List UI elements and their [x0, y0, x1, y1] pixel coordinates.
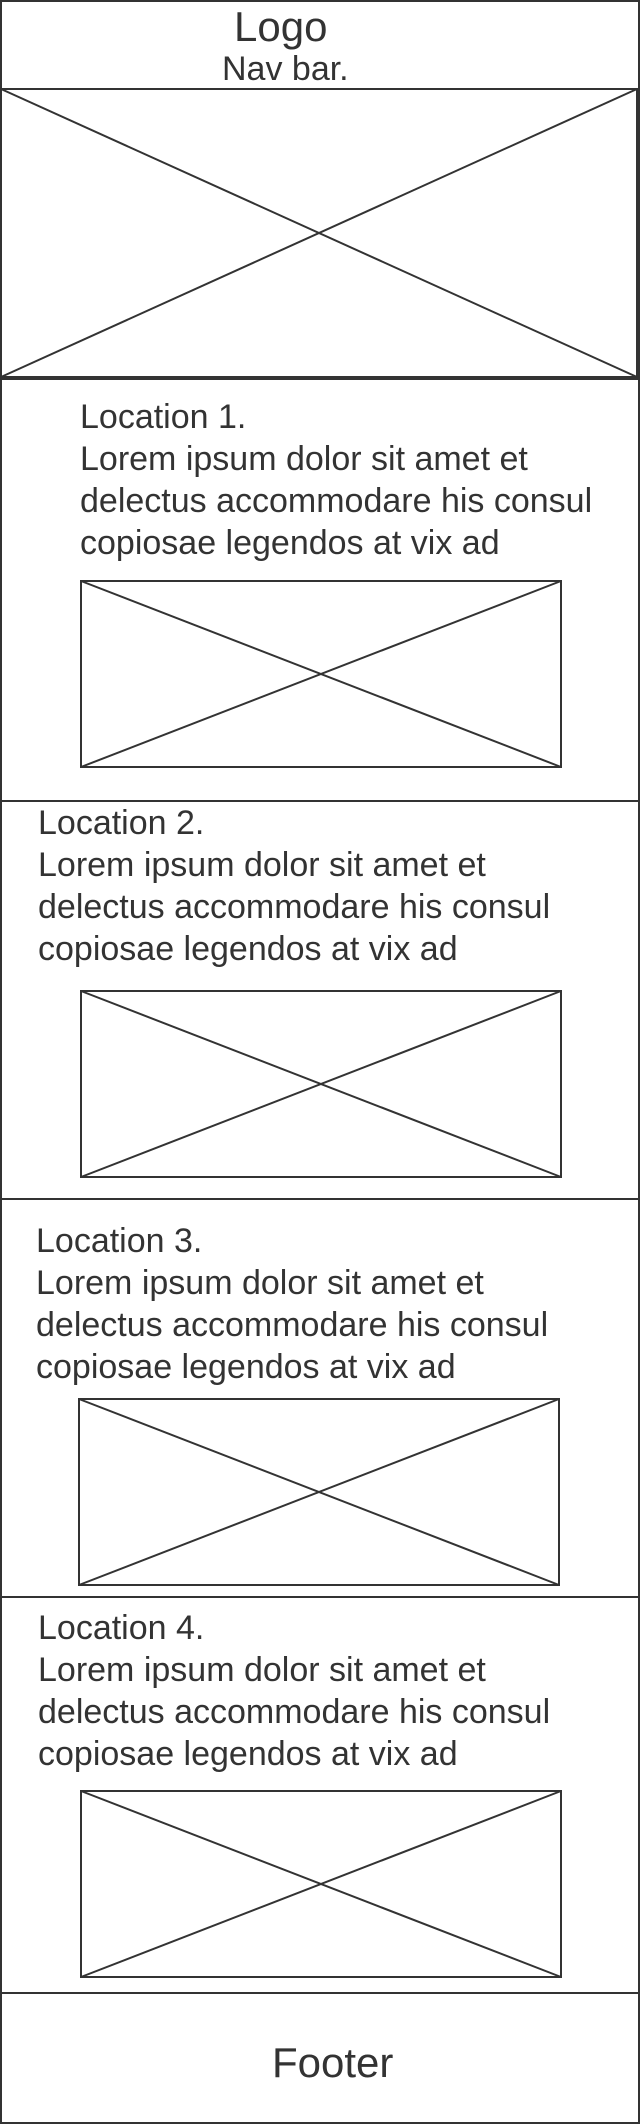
location-1-title: Location 1.: [80, 398, 247, 436]
nav-bar[interactable]: Nav bar.: [222, 50, 349, 88]
location-2-image-placeholder: [80, 990, 562, 1178]
location-1-text: Location 1. Lorem ipsum dolor sit amet e…: [80, 396, 592, 564]
location-2-title: Location 2.: [38, 804, 205, 842]
location-3-line: Lorem ipsum dolor sit amet et: [36, 1264, 484, 1302]
location-4-line: Lorem ipsum dolor sit amet et: [38, 1651, 486, 1689]
location-2-line: Lorem ipsum dolor sit amet et: [38, 846, 486, 884]
location-3-title: Location 3.: [36, 1222, 203, 1260]
location-3-image-placeholder: [78, 1398, 560, 1586]
location-4-line: delectus accommodare his consul: [38, 1693, 551, 1731]
hero-image-placeholder: [0, 88, 638, 378]
location-3-text: Location 3. Lorem ipsum dolor sit amet e…: [36, 1220, 548, 1388]
location-2-line: delectus accommodare his consul: [38, 888, 551, 926]
section-divider: [0, 1992, 640, 1994]
location-2-line: copiosae legendos at vix ad: [38, 930, 458, 968]
location-1-image-placeholder: [80, 580, 562, 768]
section-divider: [0, 1198, 640, 1200]
location-2-text: Location 2. Lorem ipsum dolor sit amet e…: [38, 802, 550, 970]
section-divider: [0, 378, 640, 380]
footer: Footer: [272, 2039, 394, 2086]
location-3-line: copiosae legendos at vix ad: [36, 1348, 456, 1386]
section-divider: [0, 1596, 640, 1598]
location-1-line: copiosae legendos at vix ad: [80, 524, 500, 562]
location-1-line: Lorem ipsum dolor sit amet et: [80, 440, 528, 478]
location-4-text: Location 4. Lorem ipsum dolor sit amet e…: [38, 1607, 550, 1775]
location-4-title: Location 4.: [38, 1609, 205, 1647]
location-4-image-placeholder: [80, 1790, 562, 1978]
location-3-line: delectus accommodare his consul: [36, 1306, 549, 1344]
logo[interactable]: Logo: [234, 3, 328, 50]
location-1-line: delectus accommodare his consul: [80, 482, 593, 520]
location-4-line: copiosae legendos at vix ad: [38, 1735, 458, 1773]
section-divider: [0, 800, 640, 802]
